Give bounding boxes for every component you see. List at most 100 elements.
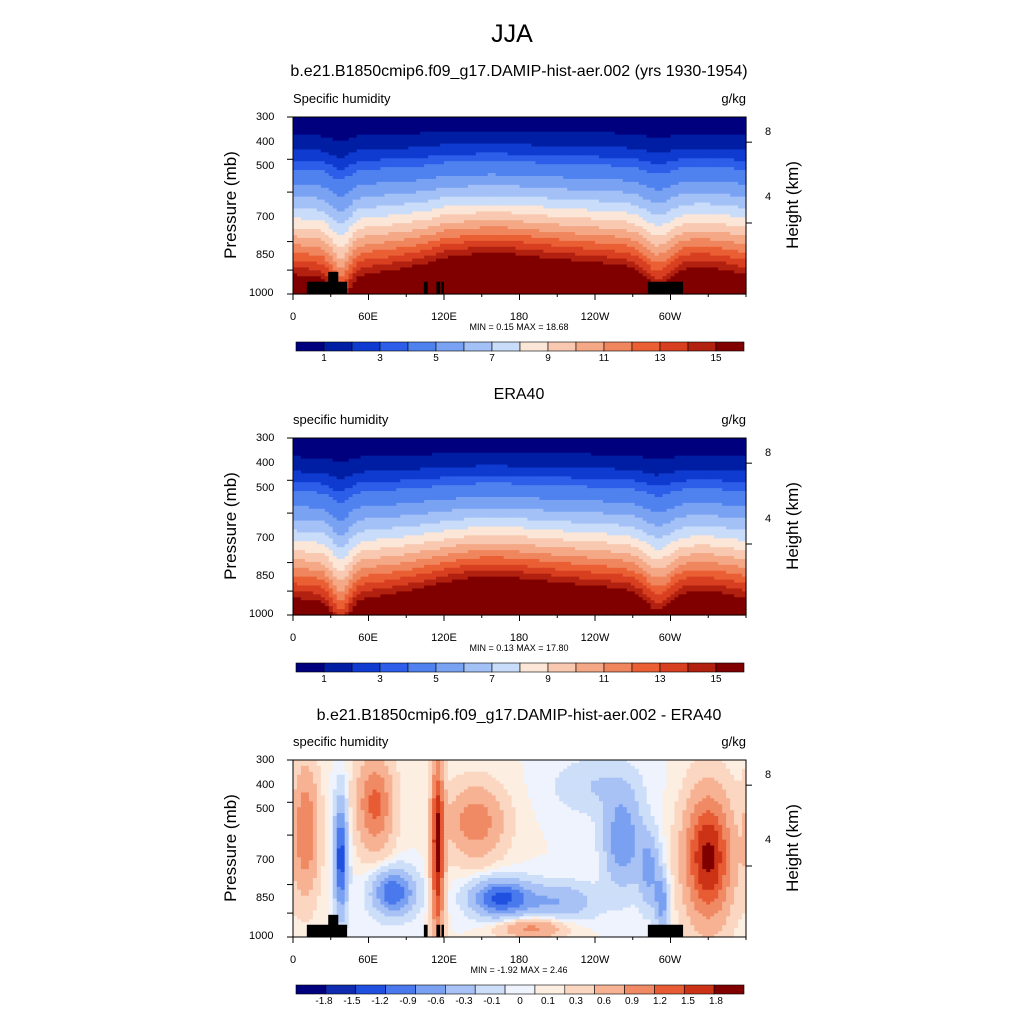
panel-0-field-cell [734, 152, 739, 156]
panel-0-field-cell [630, 181, 636, 186]
panel-0-field-cell [547, 131, 552, 136]
panel-0-field-cell [412, 128, 417, 133]
panel-0-field-cell [293, 143, 298, 148]
panel-0-field-cell [595, 122, 600, 127]
panel-0-field-cell [543, 149, 548, 153]
panel-0-field-cell [606, 199, 612, 204]
panel-0-field-cell [606, 202, 612, 207]
panel-0-field-cell [690, 125, 695, 130]
panel-0-field-cell [551, 173, 556, 177]
panel-0-field-cell [714, 161, 719, 165]
panel-0-field-cell [618, 152, 624, 156]
panel-0-field-cell [447, 161, 453, 165]
panel-0-field-cell [551, 134, 556, 139]
panel-0-field-cell [555, 184, 560, 189]
panel-0-field-cell [404, 190, 409, 195]
panel-0-field-cell [447, 155, 453, 159]
panel-0-field-cell [471, 193, 477, 198]
panel-0-field-cell [583, 119, 588, 124]
panel-0-field-cell [694, 173, 699, 177]
panel-0-field-cell [551, 117, 556, 121]
panel-0-field-cell [444, 128, 449, 133]
panel-0-field-cell [356, 187, 362, 192]
panel-0-field-cell [563, 146, 568, 151]
panel-0-field-cell [384, 131, 389, 136]
panel-0-field-cell [348, 205, 354, 210]
panel-0-field-cell [682, 134, 687, 139]
panel-0-field-cell [507, 152, 513, 156]
panel-0-field-cell [650, 119, 656, 124]
panel-0-field-cell [575, 193, 580, 198]
panel-0-field-cell [674, 161, 680, 165]
panel-0-field-cell [606, 205, 612, 210]
panel-0-field-cell [618, 181, 624, 186]
panel-0-field-cell [614, 176, 620, 180]
panel-0-field-cell [428, 190, 433, 195]
panel-0-field-cell [340, 178, 346, 183]
panel-0-field-cell [567, 143, 572, 148]
panel-0-field-cell [650, 122, 656, 127]
panel-0-field-cell [571, 181, 576, 186]
panel-0-field-cell [694, 193, 699, 198]
panel-0-field-cell [583, 155, 588, 159]
panel-0-field-cell [575, 146, 580, 151]
panel-0-field-cell [559, 167, 564, 171]
panel-0-field-cell [535, 152, 540, 156]
panel-0-field-cell [471, 199, 477, 204]
panel-0-field-cell [340, 193, 346, 198]
panel-0-field-cell [531, 131, 536, 136]
panel-0-field-cell [432, 140, 437, 145]
panel-0-field-cell [742, 181, 747, 186]
panel-0-field-cell [674, 190, 680, 195]
panel-0-field-cell [308, 190, 314, 195]
panel-0-field-cell [388, 205, 393, 210]
panel-0-field-cell [471, 155, 477, 159]
panel-0-field-cell [495, 161, 501, 165]
panel-0-field-cell [463, 128, 469, 133]
panel-0-field-cell [535, 146, 540, 151]
panel-0-field-cell [714, 187, 719, 192]
panel-0-field-cell [630, 128, 636, 133]
panel-0-field-cell [555, 161, 560, 165]
panel-0-field-cell [602, 155, 608, 159]
panel-0-field-cell [734, 137, 739, 142]
panel-0-field-cell [344, 131, 350, 136]
panel-0-field-cell [583, 128, 588, 133]
panel-0-field-cell [555, 187, 560, 192]
panel-0-field-cell [436, 158, 441, 162]
panel-0-field-cell [591, 202, 596, 207]
panel-0-field-cell [654, 164, 660, 168]
panel-0-field-cell [690, 184, 695, 189]
panel-0-field-cell [714, 193, 719, 198]
panel-0-field-cell [587, 161, 592, 165]
panel-0-field-cell [471, 140, 477, 145]
panel-0-field-cell [388, 167, 393, 171]
panel-0-field-cell [563, 184, 568, 189]
panel-0-field-cell [368, 181, 374, 186]
panel-0-field-cell [531, 140, 536, 145]
panel-0-field-cell [424, 125, 429, 130]
panel-0-field-cell [412, 117, 417, 121]
panel-0-field-cell [682, 158, 687, 162]
panel-0-field-cell [535, 137, 540, 142]
panel-0-field-cell [606, 131, 612, 136]
panel-0-field-cell [670, 170, 676, 174]
panel-0-field-cell [547, 149, 552, 153]
panel-0-field-cell [336, 164, 342, 168]
panel-2-x-ticklabel-120W: 120W [581, 954, 610, 966]
panel-0-field-cell [296, 140, 302, 145]
panel-0-field-cell [296, 125, 302, 130]
panel-0-field-cell [455, 190, 461, 195]
panel-0-field-cell [618, 164, 624, 168]
panel-0-field-cell [531, 158, 536, 162]
panel-0-field-cell [722, 164, 727, 168]
panel-0-field-cell [380, 164, 385, 168]
panel-0-field-cell [451, 143, 457, 148]
panel-0-field-cell [527, 178, 533, 183]
panel-0-field-cell [742, 187, 747, 192]
panel-0-field-cell [320, 137, 326, 142]
panel-0-field-cell [384, 202, 389, 207]
panel-0-field-cell [296, 178, 302, 183]
panel-0-field-cell [595, 184, 600, 189]
panel-0-field-cell [575, 196, 580, 201]
